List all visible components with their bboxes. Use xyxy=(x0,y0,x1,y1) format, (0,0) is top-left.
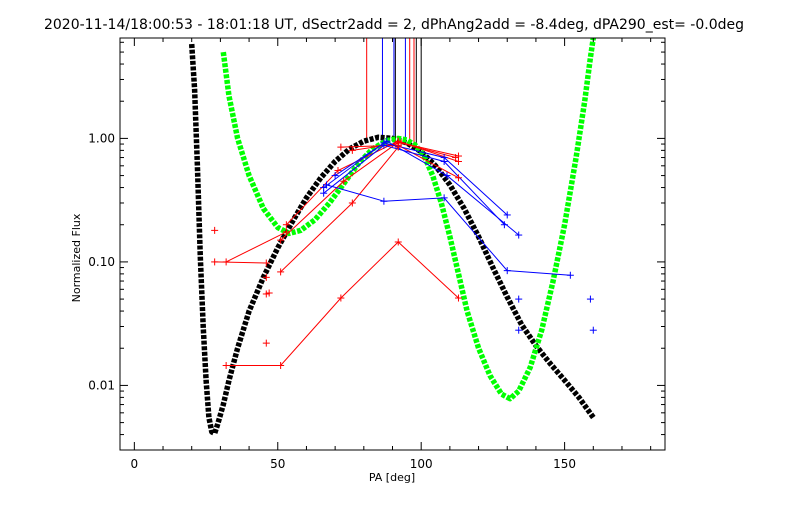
red-data-point xyxy=(211,226,219,234)
axis-layer: 0 50 100 150 0.01 0.10 1.00 xyxy=(88,37,666,471)
blue-data-point xyxy=(331,172,339,180)
red-data-point xyxy=(277,236,285,244)
red-data-point xyxy=(262,339,270,347)
red-series-line xyxy=(280,141,456,241)
blue-data-point xyxy=(500,221,508,229)
blue-data-point xyxy=(515,326,523,334)
blue-data-point xyxy=(515,231,523,239)
blue-data-point xyxy=(323,181,331,189)
red-data-point xyxy=(394,137,402,145)
red-series-line xyxy=(286,140,459,226)
x-tick-label: 50 xyxy=(270,457,285,471)
x-tick-label: 100 xyxy=(410,457,433,471)
blue-series-line xyxy=(323,142,508,216)
red-data-point xyxy=(277,268,285,276)
red-data-point xyxy=(282,228,290,236)
red-data-point xyxy=(222,258,230,266)
red-data-point xyxy=(265,289,273,297)
red-data-point xyxy=(454,294,462,302)
blue-data-point xyxy=(566,271,574,279)
model-curve-layer xyxy=(188,38,597,436)
red-data-point xyxy=(397,139,405,147)
y-tick-label: 0.01 xyxy=(88,378,115,392)
red-data-point xyxy=(452,154,460,162)
red-data-point xyxy=(334,166,342,174)
red-data-point xyxy=(454,174,462,182)
x-tick-label: 0 xyxy=(131,457,139,471)
blue-data-point xyxy=(589,326,597,334)
blue-data-point xyxy=(515,295,523,303)
blue-data-point xyxy=(380,139,388,147)
red-data-point xyxy=(348,199,356,207)
red-data-point xyxy=(211,258,219,266)
red-data-point xyxy=(277,361,285,369)
blue-series-line xyxy=(334,140,520,236)
blue-data-point xyxy=(503,211,511,219)
red-data-point xyxy=(337,143,345,151)
chart-title: 2020-11-14/18:00:53 - 18:01:18 UT, dSect… xyxy=(44,17,744,33)
blue-data-point xyxy=(380,197,388,205)
red-series-line xyxy=(225,231,287,263)
red-data-point xyxy=(262,290,270,298)
y-tick-label: 0.10 xyxy=(88,255,115,269)
blue-data-point xyxy=(586,295,594,303)
blue-data-point xyxy=(503,267,511,275)
y-tick-label: 1.00 xyxy=(88,131,115,145)
blue-series-line xyxy=(323,144,505,226)
red-data-point xyxy=(222,361,230,369)
green-model xyxy=(220,38,597,402)
red-data-point xyxy=(348,146,356,154)
x-axis-label: PA [deg] xyxy=(369,471,415,484)
data-point-layer xyxy=(211,137,597,369)
red-data-point xyxy=(337,294,345,302)
blue-data-point xyxy=(443,172,451,180)
y-axis-label: Normalized Flux xyxy=(70,213,83,302)
blue-data-point xyxy=(440,154,448,162)
vertical-marker-layer xyxy=(366,38,422,143)
red-data-point xyxy=(340,177,348,185)
red-data-point xyxy=(454,152,462,160)
red-data-point xyxy=(262,273,270,281)
x-tick-label: 150 xyxy=(553,457,576,471)
blue-data-point xyxy=(383,137,391,145)
blue-data-point xyxy=(440,194,448,202)
red-data-point xyxy=(394,238,402,246)
red-data-point xyxy=(282,221,290,229)
black-model xyxy=(188,43,596,436)
red-data-point xyxy=(262,259,270,267)
